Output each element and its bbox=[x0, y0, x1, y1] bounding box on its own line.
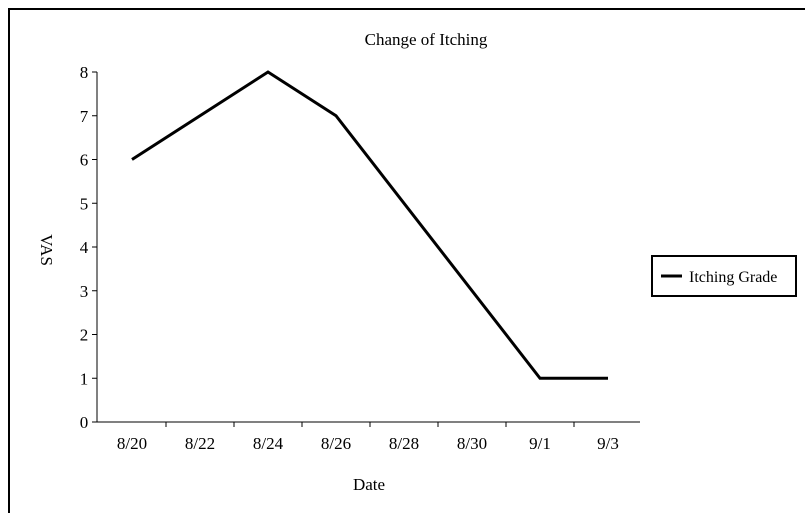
y-tick-label: 4 bbox=[80, 238, 89, 257]
y-tick-label: 1 bbox=[80, 369, 89, 388]
x-tick-label: 8/22 bbox=[185, 434, 215, 453]
x-tick-label: 9/3 bbox=[597, 434, 619, 453]
y-tick-label: 0 bbox=[80, 413, 89, 432]
legend-box bbox=[651, 255, 797, 297]
x-tick-label: 8/24 bbox=[253, 434, 284, 453]
x-axis-label: Date bbox=[353, 475, 385, 494]
y-tick-label: 3 bbox=[80, 282, 89, 301]
y-tick-label: 5 bbox=[80, 194, 89, 213]
y-axis-label: VAS bbox=[37, 234, 56, 266]
x-tick-label: 8/26 bbox=[321, 434, 351, 453]
x-tick-label: 9/1 bbox=[529, 434, 551, 453]
x-tick-label: 8/28 bbox=[389, 434, 419, 453]
y-tick-label: 7 bbox=[80, 107, 89, 126]
chart-title: Change of Itching bbox=[365, 30, 488, 49]
x-tick-label: 8/20 bbox=[117, 434, 147, 453]
y-tick-label: 2 bbox=[80, 326, 89, 345]
chart-frame bbox=[8, 8, 805, 513]
series-line-itching-grade bbox=[131, 70, 608, 380]
legend-label: Itching Grade bbox=[689, 269, 777, 286]
y-tick-label: 8 bbox=[80, 63, 89, 82]
x-tick-label: 8/30 bbox=[457, 434, 487, 453]
legend: Itching Grade bbox=[651, 255, 797, 297]
y-tick-label: 6 bbox=[80, 151, 89, 170]
